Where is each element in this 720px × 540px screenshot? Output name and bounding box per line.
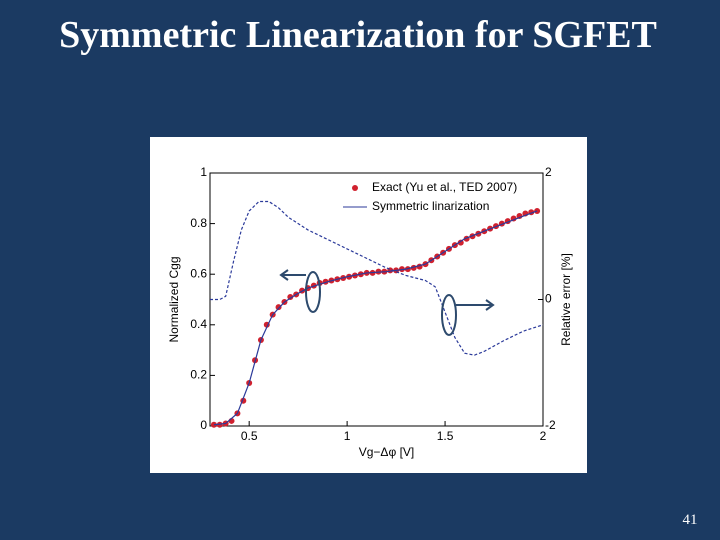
page-number: 41 [683,512,698,528]
legend-label: Exact (Yu et al., TED 2007) [372,180,517,194]
series-line [210,200,544,356]
y2-tick-label: 0 [545,292,552,306]
annotation-ellipse [305,271,321,313]
y-tick-label: 0.2 [190,368,207,382]
data-point [216,421,223,428]
annotation-ellipse [441,294,457,336]
series-line [213,210,538,426]
x-tick-label: 1.5 [437,429,454,443]
y-axis-label: Normalized Cgg [167,256,181,342]
x-tick-label: 0.5 [241,429,258,443]
x-axis-label: Vg−Δφ [V] [359,445,415,459]
y2-tick-label: -2 [545,418,556,432]
data-point [275,304,282,311]
x-tick-label: 2 [540,429,547,443]
y2-tick-label: 2 [545,165,552,179]
y-tick-label: 0 [200,418,207,432]
y-tick-label: 0.6 [190,266,207,280]
data-point [287,293,294,300]
slide-title: Symmetric Linearization for SGFET [59,14,657,56]
y-tick-label: 0.8 [190,216,207,230]
arrow [456,299,495,311]
y2-axis-label: Relative error [%] [559,253,573,346]
y-tick-label: 1 [200,165,207,179]
chart-frame [150,137,587,473]
data-point [457,239,464,246]
legend-label: Symmetric linarization [372,199,489,213]
y-tick-label: 0.4 [190,317,207,331]
legend-marker [352,185,358,191]
x-tick-label: 1 [344,429,351,443]
arrow [279,269,306,281]
